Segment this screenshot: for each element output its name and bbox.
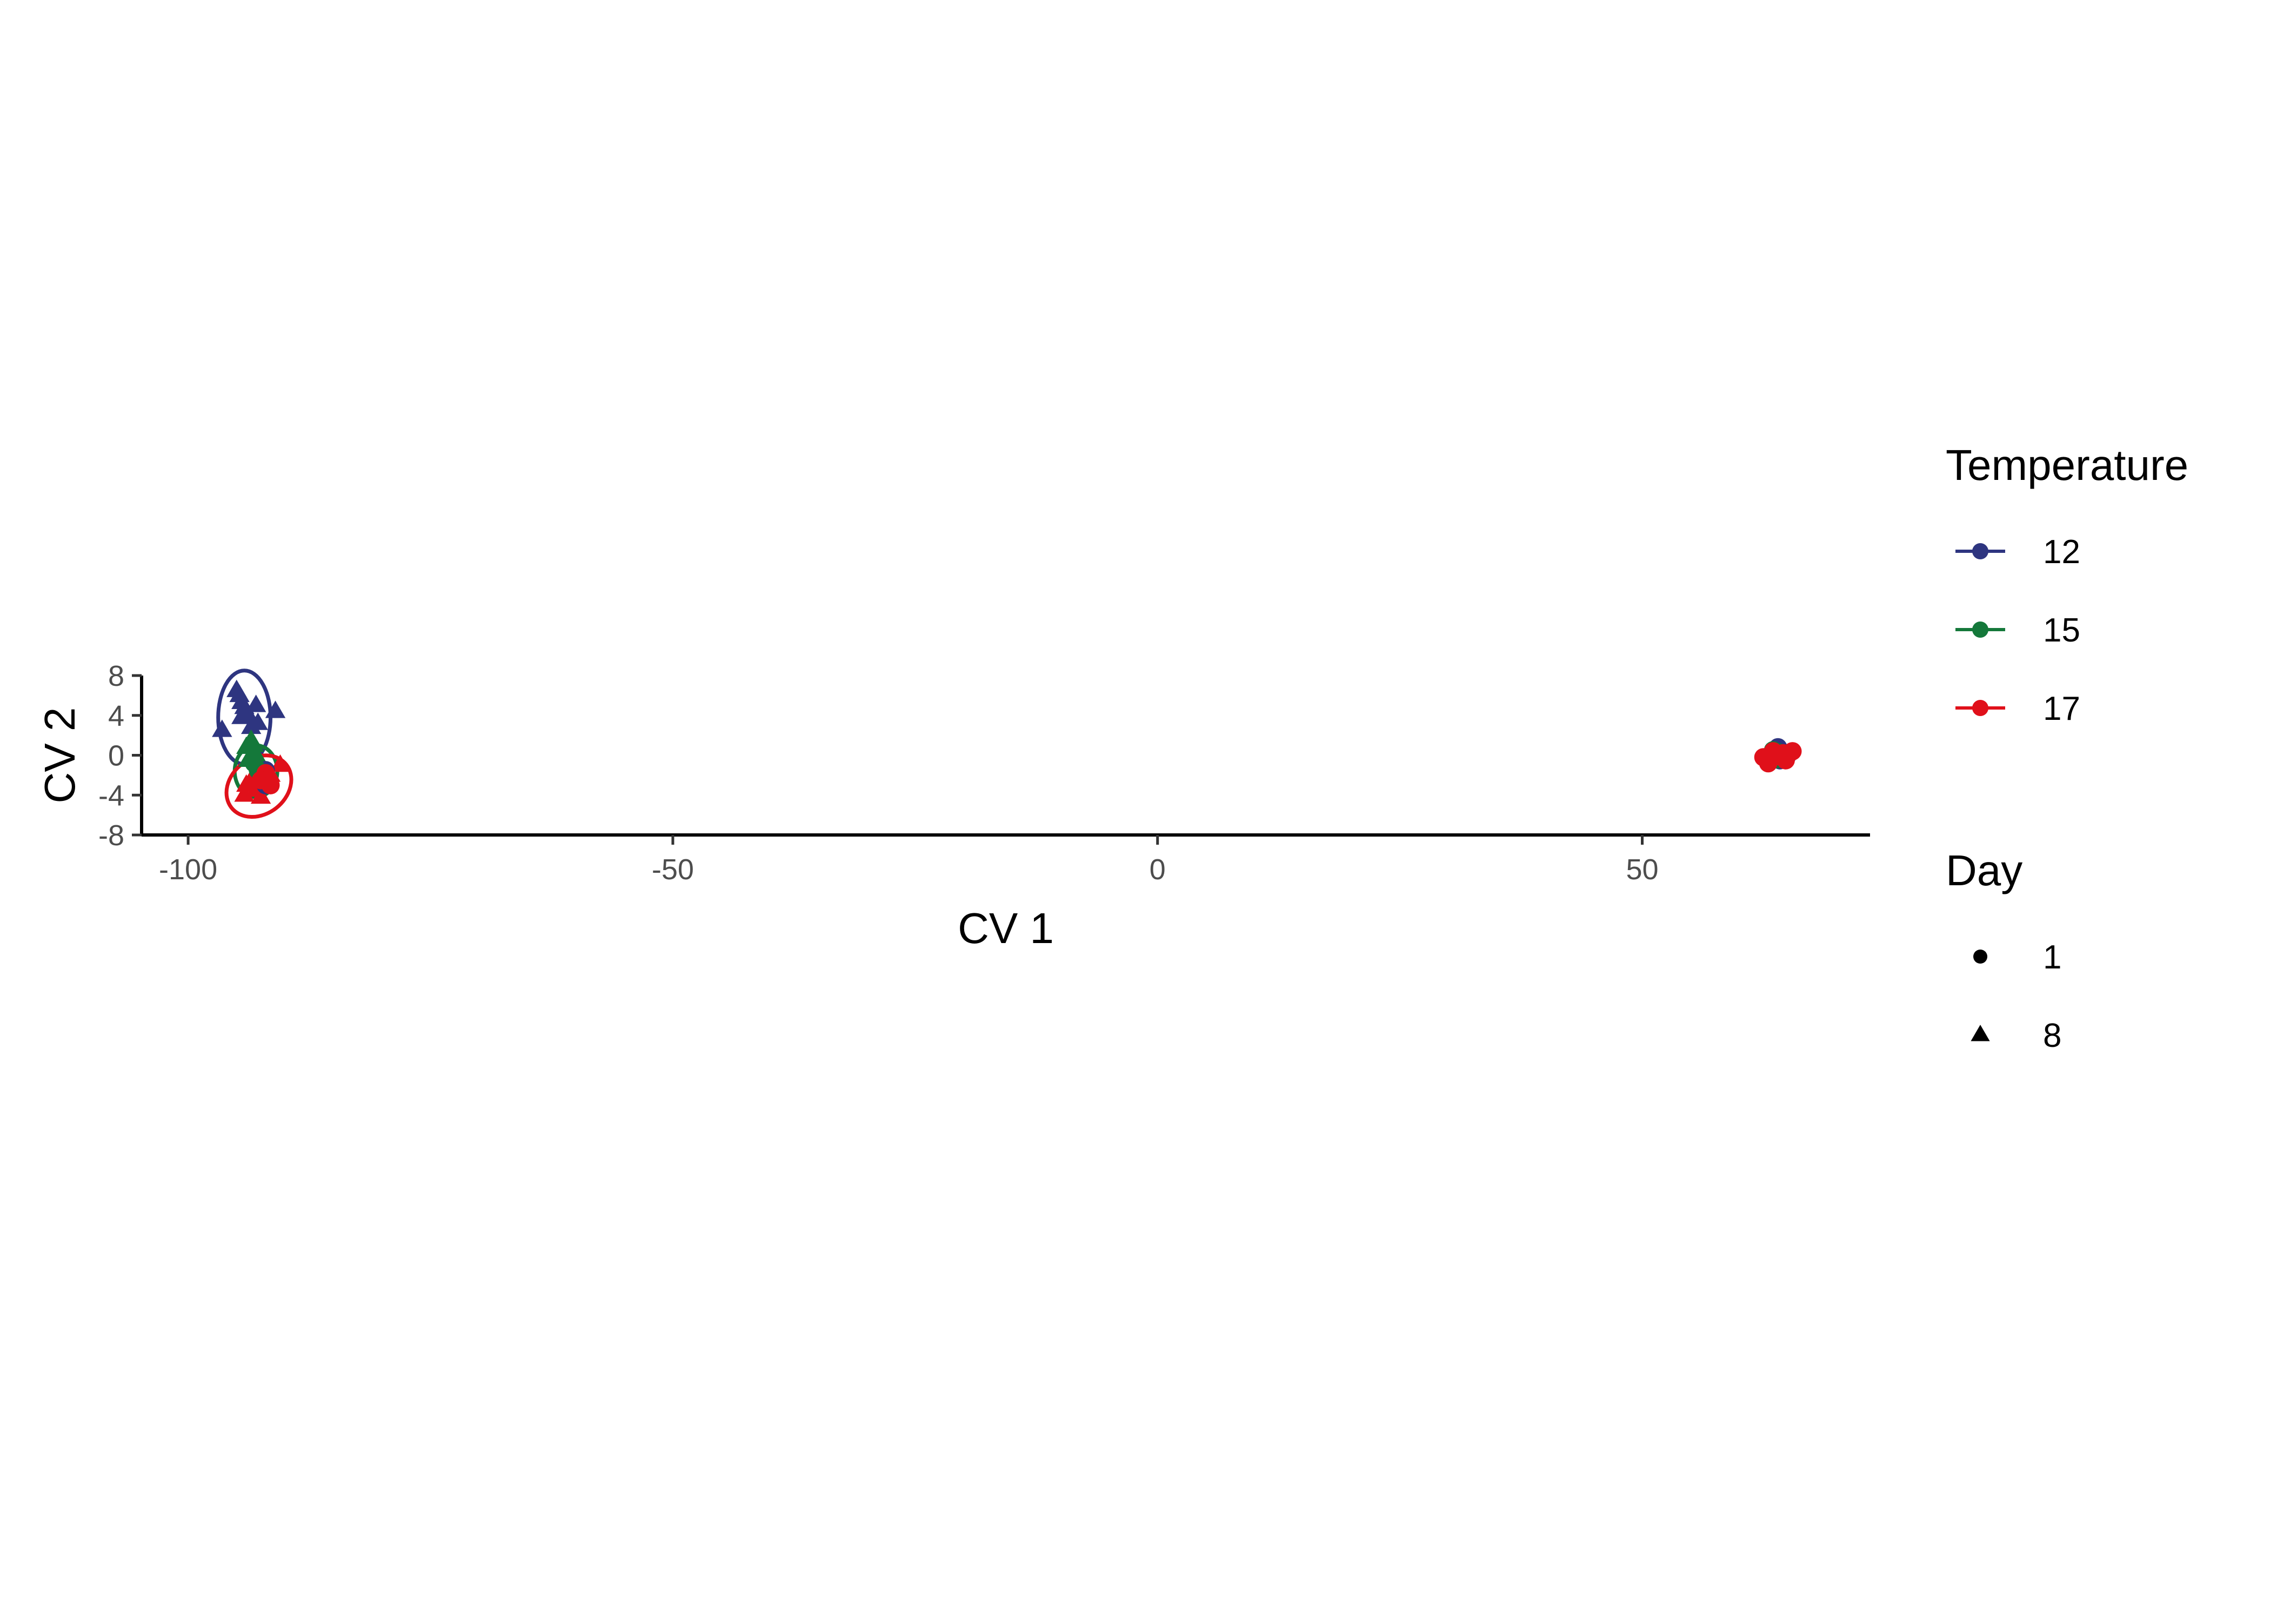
y-axis-title: CV 2: [36, 707, 84, 804]
legend: Temperature 12 15 17 Day 1 8: [1946, 441, 2188, 1054]
legend-label: 12: [2043, 533, 2080, 571]
legend-key-point: [1972, 543, 1988, 559]
point-temp-12-day-8: [265, 700, 286, 718]
legend-entry: 17: [1955, 690, 2080, 727]
legend-label: 8: [2043, 1017, 2061, 1054]
point-temp-17-day-8: [234, 784, 255, 802]
legend-entry: 15: [1955, 612, 2080, 649]
legend-entry: 12: [1955, 533, 2080, 571]
y-ticks: -8 -4 0 4 8: [98, 660, 142, 852]
point-temp-17-day-8: [270, 754, 291, 772]
y-tick-label: 8: [108, 660, 124, 692]
legend-entry: 8: [1971, 1017, 2061, 1054]
x-tick-label: 50: [1626, 853, 1658, 886]
legend-title: Day: [1946, 846, 2022, 894]
point-temp-12-day-8: [238, 704, 258, 723]
legend-entry: 1: [1973, 939, 2061, 976]
legend-color: Temperature 12 15 17: [1946, 441, 2188, 727]
point-temp-12-day-8: [245, 694, 266, 712]
legend-label: 17: [2043, 690, 2080, 727]
point-temp-15-day-8: [236, 736, 257, 754]
legend-key-triangle: [1971, 1025, 1990, 1041]
point-temp-17-day-8: [250, 786, 271, 804]
x-tick-label: -100: [159, 853, 217, 886]
point-temp-12-day-8: [241, 716, 262, 734]
x-tick-label: -50: [652, 853, 694, 886]
legend-key-point: [1972, 621, 1988, 638]
y-tick-label: 4: [108, 700, 124, 732]
point-temp-12-day-8: [212, 719, 232, 737]
legend-label: 1: [2043, 939, 2061, 976]
y-tick-label: -8: [98, 819, 124, 852]
legend-label: 15: [2043, 612, 2080, 649]
legend-key-point: [1972, 700, 1988, 716]
y-tick-label: -4: [98, 779, 124, 812]
point-temp-17-day-1: [261, 776, 280, 794]
point-temp-17-day-1: [1767, 747, 1786, 766]
data-points: [212, 679, 1802, 804]
legend-shape: Day 1 8: [1946, 846, 2061, 1054]
y-tick-label: 0: [108, 740, 124, 772]
x-ticks: -100 -50 0 50: [159, 835, 1659, 886]
confidence-ellipses: [216, 669, 1795, 819]
x-tick-label: 0: [1150, 853, 1166, 886]
legend-title: Temperature: [1946, 441, 2188, 489]
x-axis-title: CV 1: [958, 904, 1054, 952]
axes: -100 -50 0 50 -8 -4 0 4 8 CV 1 CV 2: [36, 660, 1870, 952]
legend-key-circle: [1973, 950, 1987, 964]
